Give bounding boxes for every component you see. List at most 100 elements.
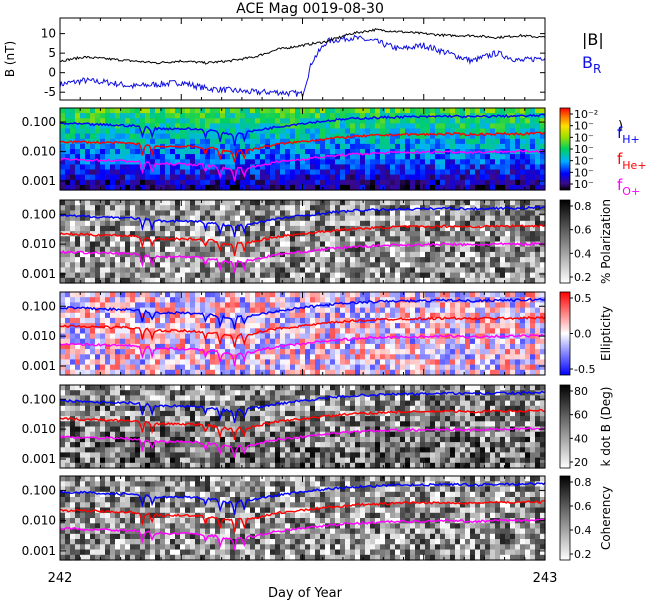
spectrum-cell [305,257,311,263]
spectrum-cell [110,169,116,176]
spectrum-cell [255,359,261,366]
spectrum-cell [125,184,131,191]
spectrum-cell [240,246,246,253]
spectrum-cell [140,369,146,376]
spectrum-cell [260,277,266,284]
spectrum-cell [195,220,201,227]
spectrum-cell [205,205,211,211]
spectrum-cell [115,354,121,361]
spectrum-cell [505,164,511,171]
spectrum-cell [135,354,141,361]
spectrum-cell [120,349,126,355]
spectrum-cell [265,343,271,350]
spectrum-cell [140,277,146,284]
spectrum-cell [410,138,416,145]
spectrum-cell [120,220,126,227]
spectrum-cell [275,277,281,284]
spectrum-cell [285,328,291,335]
spectrum-cell [80,174,86,181]
spectrum-cell [435,133,441,140]
spectrum-cell [515,215,521,222]
spectrum-cell [285,354,291,361]
spectrum-cell [220,123,226,130]
spectrum-cell [375,354,381,361]
spectrum-cell [100,354,106,361]
spectrum-cell [460,118,466,124]
spectrum-cell [65,462,71,469]
spectrum-cell [225,262,231,269]
spectrum-cell [85,369,91,376]
spectrum-cell [315,159,321,165]
spectrum-cell [460,359,466,366]
spectrum-cell [140,179,146,186]
spectrum-cell [405,323,411,329]
spectrum-cell [510,251,516,258]
spectrum-cell [450,364,456,371]
spectrum-cell [155,159,161,165]
spectrum-cell [300,354,306,361]
spectrum-cell [170,164,176,171]
spectrum-cell [420,241,426,248]
spectrum-cell [240,128,246,135]
spectrum-cell [175,359,181,366]
spectrum-cell [85,113,91,119]
spectrum-cell [155,359,161,366]
spectrum-cell [200,312,206,319]
spectrum-cell [85,118,91,124]
spectrum-cell [385,328,391,335]
spectrum-cell [365,328,371,335]
spectrum-cell [120,369,126,376]
spectrum-cell [250,118,256,124]
spectrum-cell [165,333,171,340]
spectrum-cell [65,369,71,376]
spectrum-cell [225,225,231,232]
spectrum-cell [420,343,426,350]
spectrum-cell [465,307,471,314]
spectrum-cell [495,257,501,263]
spectrum-cell [115,200,121,206]
spectrum-cell [195,312,201,319]
spectrum-cell [375,359,381,366]
spectrum-cell [530,307,536,314]
spectrum-cell [390,143,396,150]
spectrum-cell [330,205,336,211]
spectrum-cell [385,251,391,258]
spectrum-cell [270,277,276,284]
spectrum-cell [475,292,481,298]
spectrum-cell [100,349,106,355]
spectrum-cell [240,113,246,119]
spectrum-cell [205,317,211,324]
spectrum-cell [395,236,401,243]
spectrum-cell [70,118,76,124]
spectrum-cell [390,179,396,186]
spectrum-cell [535,267,541,274]
spectrum-cell [245,364,251,371]
spectrum-cell [185,118,191,124]
spectrum-cell [495,159,501,165]
spectrum-cell [240,210,246,217]
spectrum-cell [105,312,111,319]
spectrum-cell [445,364,451,371]
spectrum-cell [255,272,261,279]
spectrum-cell [340,210,346,217]
spectrum-cell [170,149,176,155]
spectrum-cell [70,164,76,171]
spectrum-cell [260,246,266,253]
spectrum-cell [65,174,71,181]
spectrum-cell [365,349,371,355]
spectrum-cell [345,302,351,309]
spectrum-cell [200,215,206,222]
spectrum-cell [315,262,321,269]
spectrum-cell [400,257,406,263]
spectrum-cell [340,179,346,186]
spectrum-cell [230,164,236,171]
spectrum-cell [420,369,426,376]
spectrum-cell [225,236,231,243]
spectrum-cell [260,174,266,181]
spectrum-cell [290,231,296,237]
spectrum-cell [475,251,481,258]
spectrum-cell [95,323,101,329]
spectrum-cell [510,231,516,237]
spectrum-cell [130,333,136,340]
spectrum-cell [130,354,136,361]
